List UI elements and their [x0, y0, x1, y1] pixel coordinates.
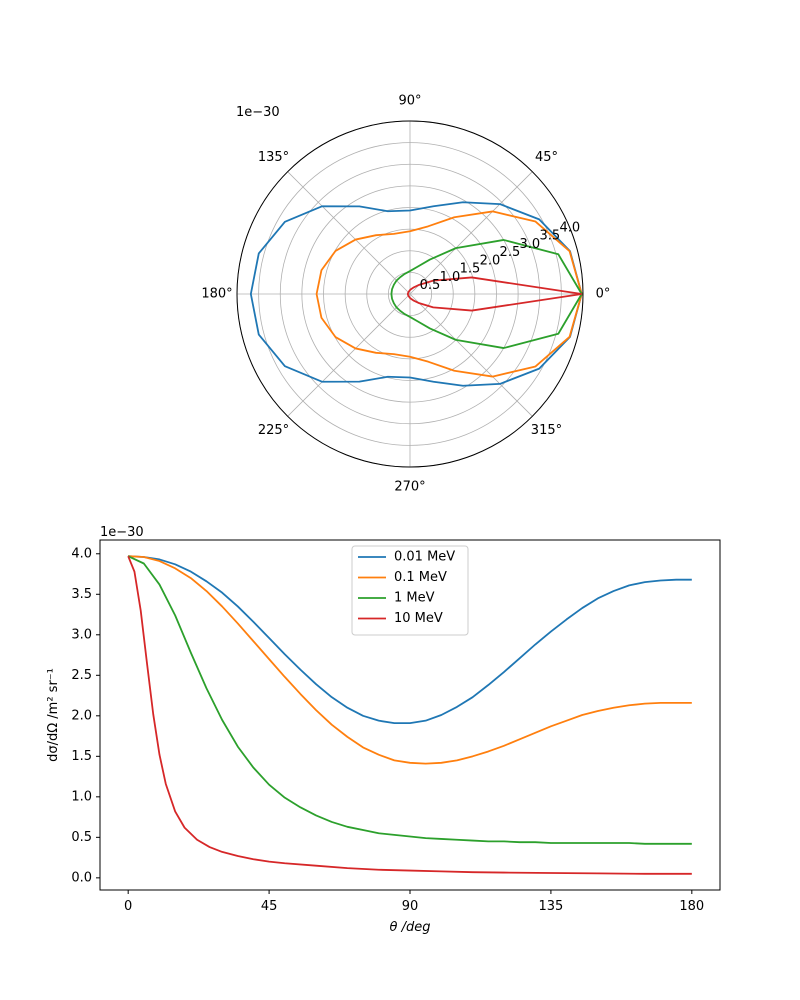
polar-angle-tick-label: 90°: [398, 94, 421, 109]
x-axis-ticks: 0 45 90 135 180: [124, 890, 704, 914]
polar-grid-spoke: [287, 293, 411, 417]
polar-series-line: [315, 210, 583, 378]
y-tick-label: 4.0: [71, 546, 92, 561]
polar-radial-tick-label: 3.5: [540, 229, 561, 244]
polar-offset-text: 1e−30: [236, 105, 280, 120]
legend-label: 1 MeV: [394, 591, 435, 606]
series-line: [128, 555, 692, 724]
y-tick-label: 1.5: [71, 749, 92, 764]
series-line: [127, 555, 692, 845]
polar-angle-tick-label: 135°: [258, 150, 289, 165]
y-tick-label: 3.0: [71, 627, 92, 642]
y-offset-text: 1e−30: [100, 525, 144, 540]
polar-angle-tick-label: 180°: [201, 287, 232, 302]
x-tick-label: 90: [402, 899, 419, 914]
polar-series-line: [390, 239, 583, 349]
y-tick-label: 2.0: [71, 708, 92, 723]
polar-radial-tick-labels: 0.51.01.52.02.53.03.54.0: [420, 220, 581, 293]
polar-radial-tick-label: 3.0: [520, 237, 541, 252]
x-tick-label: 180: [679, 899, 704, 914]
polar-angle-tick-label: 225°: [258, 423, 289, 438]
polar-angle-tick-label: 0°: [596, 287, 611, 302]
polar-grid: [236, 120, 584, 468]
legend-label: 0.01 MeV: [394, 550, 455, 565]
y-tick-label: 3.5: [71, 587, 92, 602]
polar-series-line: [249, 201, 583, 387]
series-line: [128, 555, 692, 765]
polar-radial-tick-label: 0.5: [420, 278, 441, 293]
x-axis-label: θ /deg: [390, 920, 431, 935]
x-tick-label: 45: [261, 899, 278, 914]
polar-chart: 0.51.01.52.02.53.03.54.0 0° 45° 90° 135° 180…: [201, 94, 610, 495]
polar-series: [249, 201, 583, 387]
series-line: [127, 555, 692, 875]
y-tick-label: 2.5: [71, 668, 92, 683]
legend-box: [351, 545, 469, 636]
polar-radial-tick-label: 2.5: [500, 245, 521, 260]
polar-radial-tick-label: 2.0: [480, 253, 501, 268]
cartesian-chart: 0 45 90 135 180 0.00.51.01.52.02.53.03.54.0 …: [46, 525, 721, 935]
polar-angle-tick-label: 315°: [531, 423, 562, 438]
polar-frame: [236, 120, 584, 468]
polar-angle-tick-label: 270°: [394, 480, 425, 495]
cartesian-series: [127, 555, 692, 875]
y-tick-label: 1.0: [71, 789, 92, 804]
polar-grid-spoke: [409, 171, 533, 295]
polar-angle-tick-labels: 0° 45° 90° 135° 180° 225° 270° 315°: [201, 94, 610, 495]
x-tick-label: 0: [124, 899, 132, 914]
y-tick-label: 0.0: [71, 870, 92, 885]
y-tick-label: 0.5: [71, 830, 92, 845]
legend: 0.01 MeV 0.1 MeV 1 MeV 10 MeV: [351, 545, 469, 636]
polar-grid-spoke: [409, 293, 533, 417]
polar-grid-spoke: [287, 171, 411, 295]
polar-series-line: [406, 276, 582, 312]
polar-angle-tick-label: 45°: [535, 150, 558, 165]
y-axis-ticks: 0.0 0.5 1.0 1.5 2.0 2.5 3.0 3.5 4.0: [71, 546, 100, 885]
legend-label: 0.1 MeV: [394, 570, 447, 585]
polar-radial-tick-label: 1.0: [440, 270, 461, 285]
polar-radial-tick-label: 1.5: [460, 262, 481, 277]
y-axis-label: dσ/dΩ /m² sr⁻¹: [46, 668, 61, 762]
legend-label: 10 MeV: [394, 611, 443, 626]
x-tick-label: 135: [538, 899, 563, 914]
